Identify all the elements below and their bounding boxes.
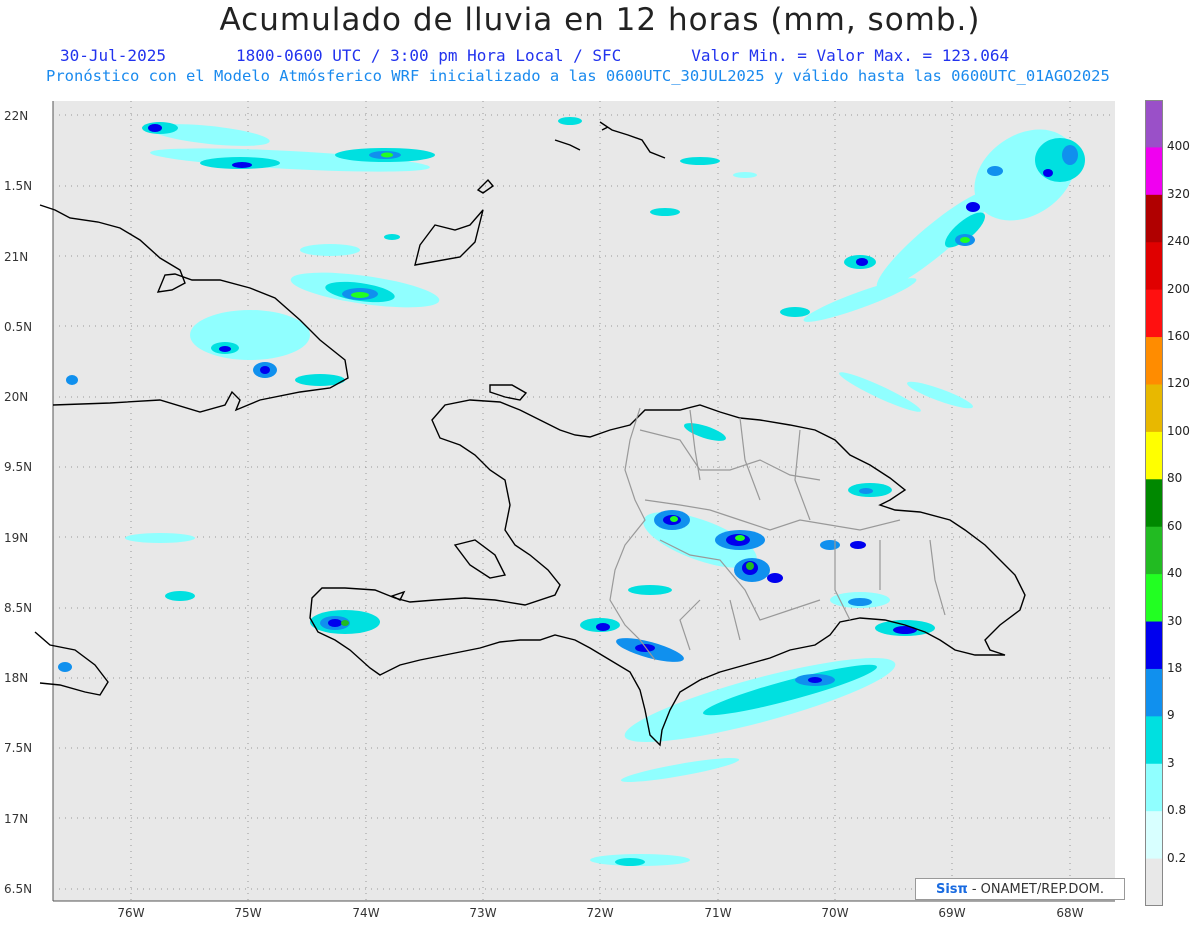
legend-level-label: 60 (1167, 518, 1183, 533)
lon-label: 73W (469, 906, 496, 920)
legend-swatch (1145, 242, 1163, 291)
legend-swatch (1145, 337, 1163, 385)
period-line: 30-Jul-2025 1800-0600 UTC / 3:00 pm Hora … (60, 46, 1009, 65)
legend-swatch (1145, 526, 1163, 575)
lon-label: 70W (821, 906, 848, 920)
credit-box: Sisπ - ONAMET/REP.DOM. (915, 878, 1125, 900)
legend-swatch (1145, 147, 1163, 196)
legend-swatch (1145, 194, 1163, 243)
lat-label: 8.5N (4, 601, 32, 615)
legend-level-label: 18 (1167, 660, 1183, 675)
lat-label: 18N (4, 671, 28, 685)
sispi-logo: Sisπ (935, 881, 968, 897)
lon-label: 68W (1056, 906, 1083, 920)
coastlines (34, 121, 1026, 747)
lat-label: 9.5N (4, 460, 32, 474)
legend-level-label: 40 (1167, 566, 1183, 581)
lat-label: 21N (4, 250, 28, 264)
legend-swatch (1145, 100, 1163, 148)
value-stats: Valor Min. = Valor Max. = 123.064 (691, 46, 1010, 65)
longitude-labels: 76W 75W 74W 73W 72W 71W 70W 69W 68W (117, 906, 1083, 920)
lat-label: 22N (4, 109, 28, 123)
color-legend (1145, 100, 1163, 906)
credit-text: - ONAMET/REP.DOM. (971, 881, 1105, 897)
legend-swatch (1145, 668, 1163, 717)
legend-swatch (1145, 763, 1163, 812)
legend-level-label: 200 (1167, 281, 1190, 296)
legend-swatch (1145, 431, 1163, 480)
forecast-period: 1800-0600 UTC / 3:00 pm Hora Local / SFC (235, 46, 622, 65)
legend-swatch (1145, 621, 1163, 670)
map-title: Acumulado de lluvia en 12 horas (mm, som… (219, 2, 981, 38)
legend-level-label: 30 (1167, 613, 1183, 628)
legend-level-label: 3 (1167, 755, 1175, 770)
legend-swatch (1145, 384, 1163, 433)
legend-level-label: 0.8 (1167, 803, 1187, 818)
lat-label: 6.5N (4, 882, 32, 896)
lon-label: 69W (938, 906, 965, 920)
lat-label: 1.5N (4, 179, 32, 193)
legend-level-label: 320 (1167, 186, 1190, 201)
lat-label: 7.5N (4, 741, 32, 755)
lon-label: 72W (586, 906, 613, 920)
province-borders (609, 407, 946, 661)
legend-swatch (1145, 811, 1163, 860)
lat-label: 20N (4, 390, 28, 404)
lat-label: 19N (4, 531, 28, 545)
legend-level-label: 160 (1167, 329, 1190, 344)
legend-swatch (1145, 479, 1163, 528)
rainfall-shading (58, 117, 1085, 866)
legend-level-label: 120 (1167, 376, 1190, 391)
lat-label: 17N (4, 812, 28, 826)
legend-swatch (1145, 574, 1163, 623)
forecast-date: 30-Jul-2025 (60, 46, 166, 65)
legend-level-label: 100 (1167, 423, 1190, 438)
legend-swatch (1145, 716, 1163, 765)
legend-level-label: 240 (1167, 234, 1190, 249)
lat-label: 0.5N (4, 320, 32, 334)
latitude-labels: 22N 1.5N 21N 0.5N 20N 9.5N 19N 8.5N 18N … (4, 109, 32, 896)
lon-label: 76W (117, 906, 144, 920)
lon-label: 75W (234, 906, 261, 920)
legend-level-label: 9 (1167, 708, 1175, 723)
legend-level-label: 400 (1167, 139, 1190, 154)
legend-level-label: 0.2 (1167, 850, 1187, 865)
legend-swatch (1145, 858, 1163, 906)
legend-swatch (1145, 289, 1163, 338)
legend-level-label: 80 (1167, 471, 1183, 486)
lon-label: 74W (352, 906, 379, 920)
lon-label: 71W (704, 906, 731, 920)
model-info: Pronóstico con el Modelo Atmósferico WRF… (46, 67, 1110, 85)
